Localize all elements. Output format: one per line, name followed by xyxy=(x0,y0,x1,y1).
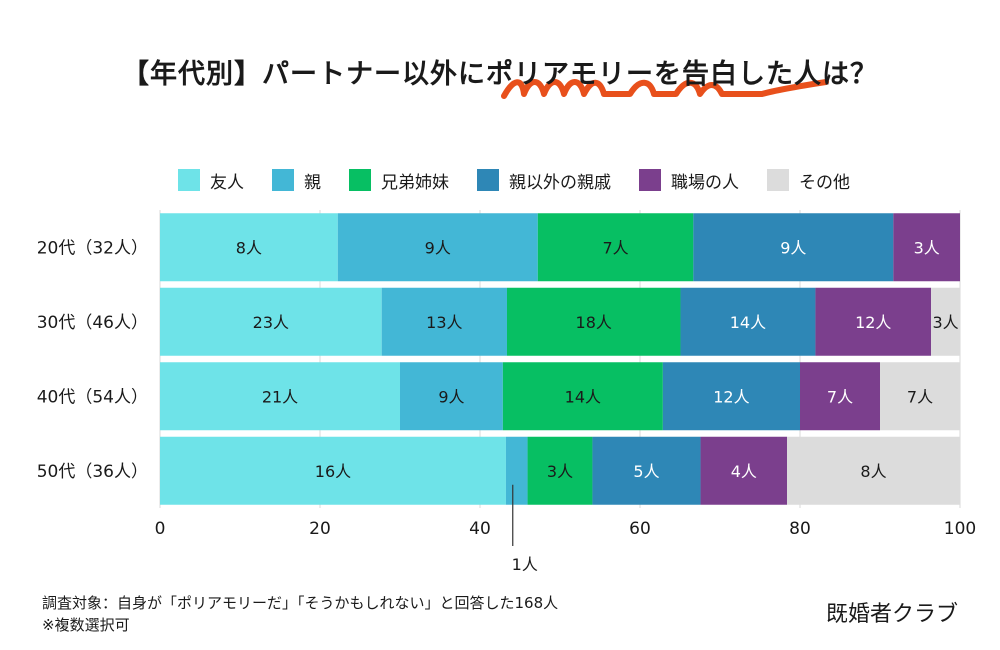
bar-value-label: 8人 xyxy=(860,462,886,481)
bar-segment xyxy=(787,436,960,505)
bar-value-label: 5人 xyxy=(633,462,659,481)
bar-value-label: 7人 xyxy=(907,387,933,406)
x-tick-label: 80 xyxy=(789,519,811,539)
bar-segment xyxy=(800,362,880,431)
bar-value-label: 14人 xyxy=(730,313,766,332)
bar-value-label: 14人 xyxy=(565,387,601,406)
bar-segment xyxy=(381,287,507,356)
chart-title: 【年代別】パートナー以外にポリアモリーを告白した人は？ xyxy=(122,59,878,90)
legend-item: 友人 xyxy=(178,168,244,193)
legend-item: 職場の人 xyxy=(639,168,739,193)
bar-segment xyxy=(337,213,538,282)
bar-segment xyxy=(592,436,701,505)
bar-segment xyxy=(680,287,816,356)
category-label: 40代（54人） xyxy=(37,387,148,407)
x-tick-label: 100 xyxy=(944,519,976,539)
category-label: 20代（32人） xyxy=(37,238,148,258)
legend-label: その他 xyxy=(799,172,850,193)
legend-label: 友人 xyxy=(210,172,244,193)
brand-logo-text: 既婚者クラブ xyxy=(825,602,958,627)
bar-segment xyxy=(662,362,800,431)
footnote-multi-select: ※複数選択可 xyxy=(42,616,130,634)
bar-segment xyxy=(700,436,788,505)
legend-swatch xyxy=(272,169,294,191)
legend-swatch xyxy=(767,169,789,191)
x-tick-label: 40 xyxy=(469,519,491,539)
legend-swatch xyxy=(477,169,499,191)
x-tick-label: 20 xyxy=(309,519,331,539)
legend-label: 兄弟姉妹 xyxy=(381,172,449,193)
bar-value-label: 7人 xyxy=(827,387,853,406)
category-label: 30代（46人） xyxy=(37,313,148,333)
legend-item: その他 xyxy=(767,168,850,193)
bar-value-label: 3人 xyxy=(914,238,940,257)
bar-value-label: 9人 xyxy=(438,387,464,406)
bar-segment xyxy=(160,213,338,282)
bar-value-label: 16人 xyxy=(315,462,351,481)
legend-label: 職場の人 xyxy=(671,172,739,193)
bar-value-label: 12人 xyxy=(855,313,891,332)
bar-segment xyxy=(931,287,960,356)
bar-segment xyxy=(693,213,894,282)
legend-item: 兄弟姉妹 xyxy=(349,168,449,193)
bar-segment xyxy=(505,436,528,505)
bar-segment xyxy=(815,287,932,356)
legend-item: 親以外の親戚 xyxy=(477,168,611,193)
bar-segment xyxy=(537,213,694,282)
legend-swatch xyxy=(639,169,661,191)
callout-label: 1人 xyxy=(512,555,538,574)
bar-value-label: 13人 xyxy=(426,313,462,332)
footnote-survey-target: 調査対象：自身が「ポリアモリーだ」「そうかもしれない」と回答した168人 xyxy=(42,594,559,612)
bar-value-label: 9人 xyxy=(780,238,806,257)
bar-segment xyxy=(527,436,593,505)
legend-label: 親 xyxy=(304,172,321,193)
bar-value-label: 21人 xyxy=(262,387,298,406)
x-tick-label: 0 xyxy=(155,519,166,539)
footnote: 調査対象：自身が「ポリアモリーだ」「そうかもしれない」と回答した168人 ※複数… xyxy=(42,592,558,636)
bar-value-label: 9人 xyxy=(425,238,451,257)
bar-segment xyxy=(400,362,503,431)
category-label: 50代（36人） xyxy=(37,462,148,482)
accent-scribble-path xyxy=(501,79,829,99)
bar-segment xyxy=(160,362,400,431)
bar-value-label: 4人 xyxy=(731,462,757,481)
title-accent-scribble xyxy=(501,79,829,99)
legend-swatch xyxy=(349,169,371,191)
x-tick-label: 60 xyxy=(629,519,651,539)
chart-legend: 友人 親 兄弟姉妹 親以外の親戚 職場の人 その他 xyxy=(178,168,878,193)
bar-value-label: 18人 xyxy=(576,313,612,332)
bar-value-label: 8人 xyxy=(236,238,262,257)
legend-label: 親以外の親戚 xyxy=(509,172,611,193)
bar-value-label: 7人 xyxy=(602,238,628,257)
legend-item: 親 xyxy=(272,168,321,193)
bar-value-label: 12人 xyxy=(713,387,749,406)
bar-segment xyxy=(160,436,506,505)
bar-value-label: 23人 xyxy=(253,313,289,332)
bar-value-label: 3人 xyxy=(547,462,573,481)
bar-segment xyxy=(506,287,681,356)
legend-swatch xyxy=(178,169,200,191)
bar-segment xyxy=(880,362,960,431)
bar-segment xyxy=(160,287,382,356)
bar-segment xyxy=(893,213,960,282)
bar-segment xyxy=(502,362,663,431)
bar-value-label: 3人 xyxy=(932,313,958,332)
